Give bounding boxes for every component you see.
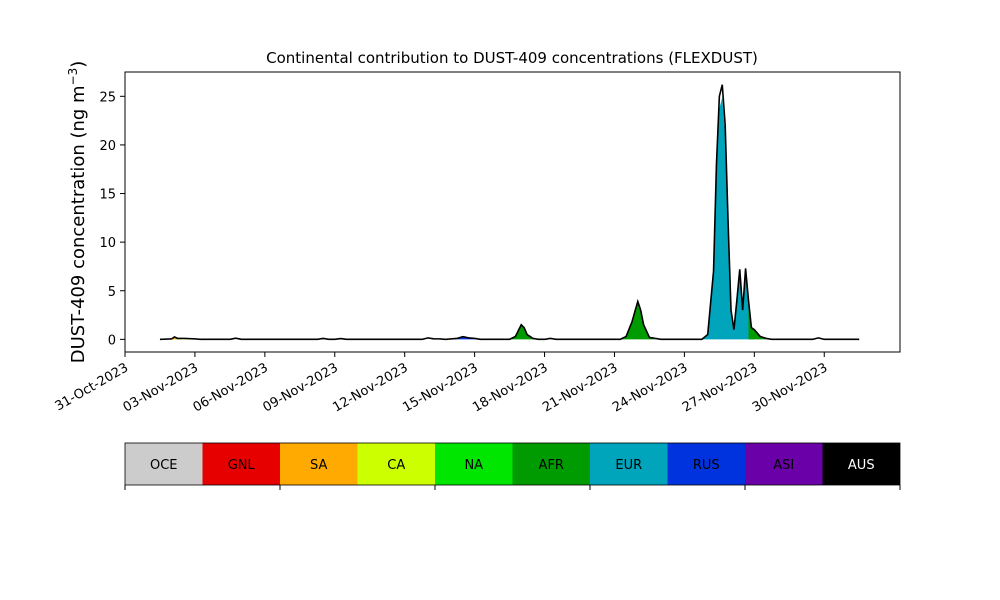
legend-swatch-na [435,443,513,485]
x-tick-label: 12-Nov-2023 [330,360,410,415]
area-afr [748,300,772,340]
x-tick-label: 03-Nov-2023 [121,360,201,415]
x-axis: 31-Oct-202303-Nov-202306-Nov-202309-Nov-… [53,352,830,415]
area-sa [171,338,178,340]
y-tick-label: 10 [99,236,116,251]
x-tick-label: 24-Nov-2023 [610,360,690,415]
legend-swatch-asi [745,443,823,485]
legend-label-aus: AUS [848,458,875,473]
legend-swatch-rus [667,443,745,485]
legend-swatch-eur [590,443,668,485]
x-tick-label: 21-Nov-2023 [540,360,620,415]
legend-label-oce: OCE [150,458,178,473]
legend-label-eur: EUR [615,458,642,473]
y-tick-label: 20 [99,139,116,154]
series-line-total [159,84,860,341]
area-afr [620,301,662,340]
y-tick-label: 15 [99,188,116,203]
plot-area [159,84,860,341]
legend-label-afr: AFR [539,458,564,473]
x-tick-label: 31-Oct-2023 [53,360,131,414]
legend-label-sa: SA [310,458,327,473]
area-afr [509,324,545,340]
legend-label-na: NA [464,458,483,473]
legend-label-ca: CA [387,458,405,473]
y-axis-label-exponent: −3 [66,68,80,86]
y-axis: 0 5 10 15 20 25 [99,90,125,348]
x-tick-label: 30-Nov-2023 [750,360,830,415]
x-tick-label: 18-Nov-2023 [470,360,550,415]
legend-label-rus: RUS [693,458,720,473]
legend-swatch-aus [822,443,900,485]
y-tick-label: 0 [108,333,116,348]
legend-swatch-sa [280,443,358,485]
x-tick-label: 06-Nov-2023 [191,360,271,415]
y-tick-label: 25 [99,90,116,105]
legend-label-gnl: GNL [228,458,256,473]
legend-swatch-afr [512,443,590,485]
y-axis-label-close: ) [68,61,89,68]
x-tick-label: 27-Nov-2023 [680,360,760,415]
legend-swatch-gnl [202,443,280,485]
axes-frame [124,71,901,353]
legend-swatch-oce [125,443,203,485]
legend: OCE GNL SA CA NA AFR EUR RUS ASI AUS [124,442,901,490]
legend-label-asi: ASI [773,458,794,473]
y-tick-label: 5 [108,285,116,300]
chart-title: Continental contribution to DUST-409 con… [266,49,758,67]
legend-frame [124,442,901,486]
x-tick-label: 09-Nov-2023 [261,360,341,415]
legend-swatch-ca [357,443,435,485]
area-eur [701,97,755,340]
x-tick-label: 15-Nov-2023 [400,360,480,415]
y-axis-label: DUST-409 concentration (ng m−3) [66,61,89,364]
y-axis-label-main: DUST-409 concentration (ng m [68,85,89,363]
